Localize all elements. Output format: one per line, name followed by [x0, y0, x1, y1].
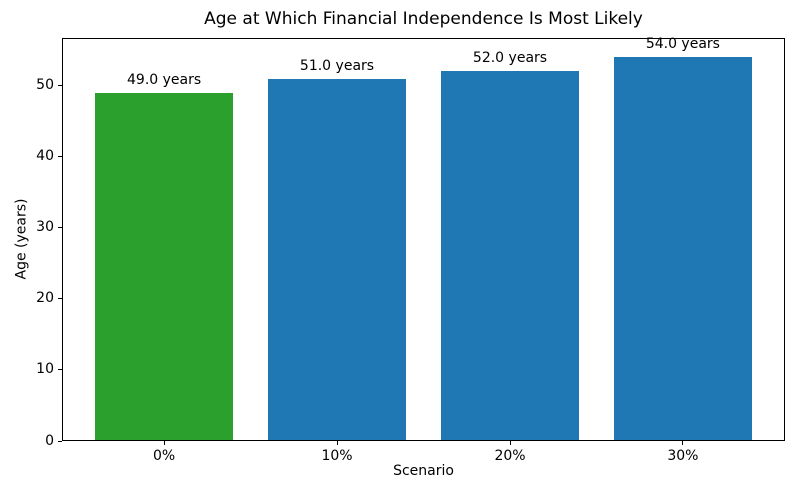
bar-value-label: 49.0 years — [127, 72, 202, 88]
x-tick-label: 30% — [667, 448, 699, 464]
y-tick — [58, 156, 62, 158]
y-axis-label: Age (years) — [13, 198, 30, 280]
bar — [440, 71, 580, 441]
y-tick-label: 10 — [36, 361, 54, 378]
y-tick-label: 50 — [36, 77, 54, 94]
y-tick-label: 20 — [36, 290, 54, 307]
x-tick-label: 10% — [321, 448, 353, 464]
plot-area: 49.0 years 0% 51.0 years 10% 52.0 years 20% 54… — [36, 36, 785, 464]
y-tick — [58, 298, 62, 300]
y-tick — [58, 227, 62, 229]
y-tick — [58, 369, 62, 371]
x-tick — [682, 441, 684, 445]
bar-value-label: 52.0 years — [472, 50, 548, 66]
bar — [267, 79, 407, 441]
x-tick — [509, 441, 511, 445]
bar — [613, 57, 753, 441]
y-tick — [58, 440, 62, 442]
chart-title: Age at Which Financial Independence Is M… — [204, 9, 643, 29]
y-tick — [58, 85, 62, 87]
bar — [94, 93, 234, 441]
bar-value-label: 51.0 years — [299, 58, 375, 74]
x-axis-label: Scenario — [393, 463, 454, 479]
x-tick-label: 0% — [152, 448, 176, 464]
y-tick-label: 30 — [36, 219, 54, 236]
x-tick — [336, 441, 338, 445]
x-tick-label: 20% — [494, 448, 526, 464]
y-tick-label: 40 — [36, 148, 54, 165]
bar-value-label: 54.0 years — [645, 36, 720, 52]
x-tick — [163, 441, 165, 445]
y-tick-label: 0 — [45, 432, 54, 449]
